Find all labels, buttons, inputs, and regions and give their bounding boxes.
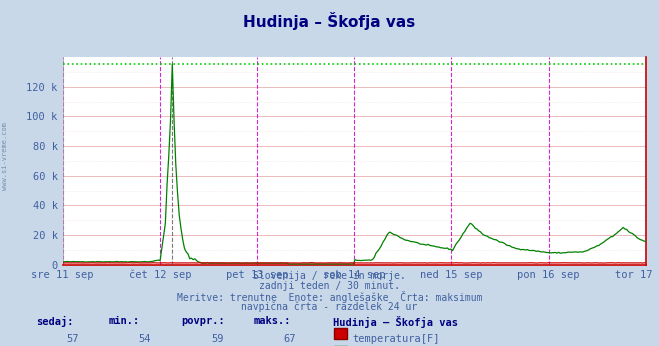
Text: min.:: min.: [109, 316, 140, 326]
Text: 57: 57 [67, 334, 78, 344]
Text: 59: 59 [212, 334, 223, 344]
Text: temperatura[F]: temperatura[F] [353, 334, 440, 344]
Text: Meritve: trenutne  Enote: anglešaške  Črta: maksimum: Meritve: trenutne Enote: anglešaške Črta… [177, 291, 482, 303]
Text: Slovenija / reke in morje.: Slovenija / reke in morje. [253, 271, 406, 281]
Text: Hudinja – Škofja vas: Hudinja – Škofja vas [243, 12, 416, 30]
Text: 67: 67 [284, 334, 296, 344]
Text: navpična črta - razdelek 24 ur: navpična črta - razdelek 24 ur [241, 302, 418, 312]
Text: maks.:: maks.: [254, 316, 291, 326]
Text: zadnji teden / 30 minut.: zadnji teden / 30 minut. [259, 281, 400, 291]
Text: 54: 54 [139, 334, 151, 344]
Text: Hudinja – Škofja vas: Hudinja – Škofja vas [333, 316, 458, 328]
Text: www.si-vreme.com: www.si-vreme.com [2, 122, 9, 190]
Text: povpr.:: povpr.: [181, 316, 225, 326]
Text: sedaj:: sedaj: [36, 316, 74, 327]
